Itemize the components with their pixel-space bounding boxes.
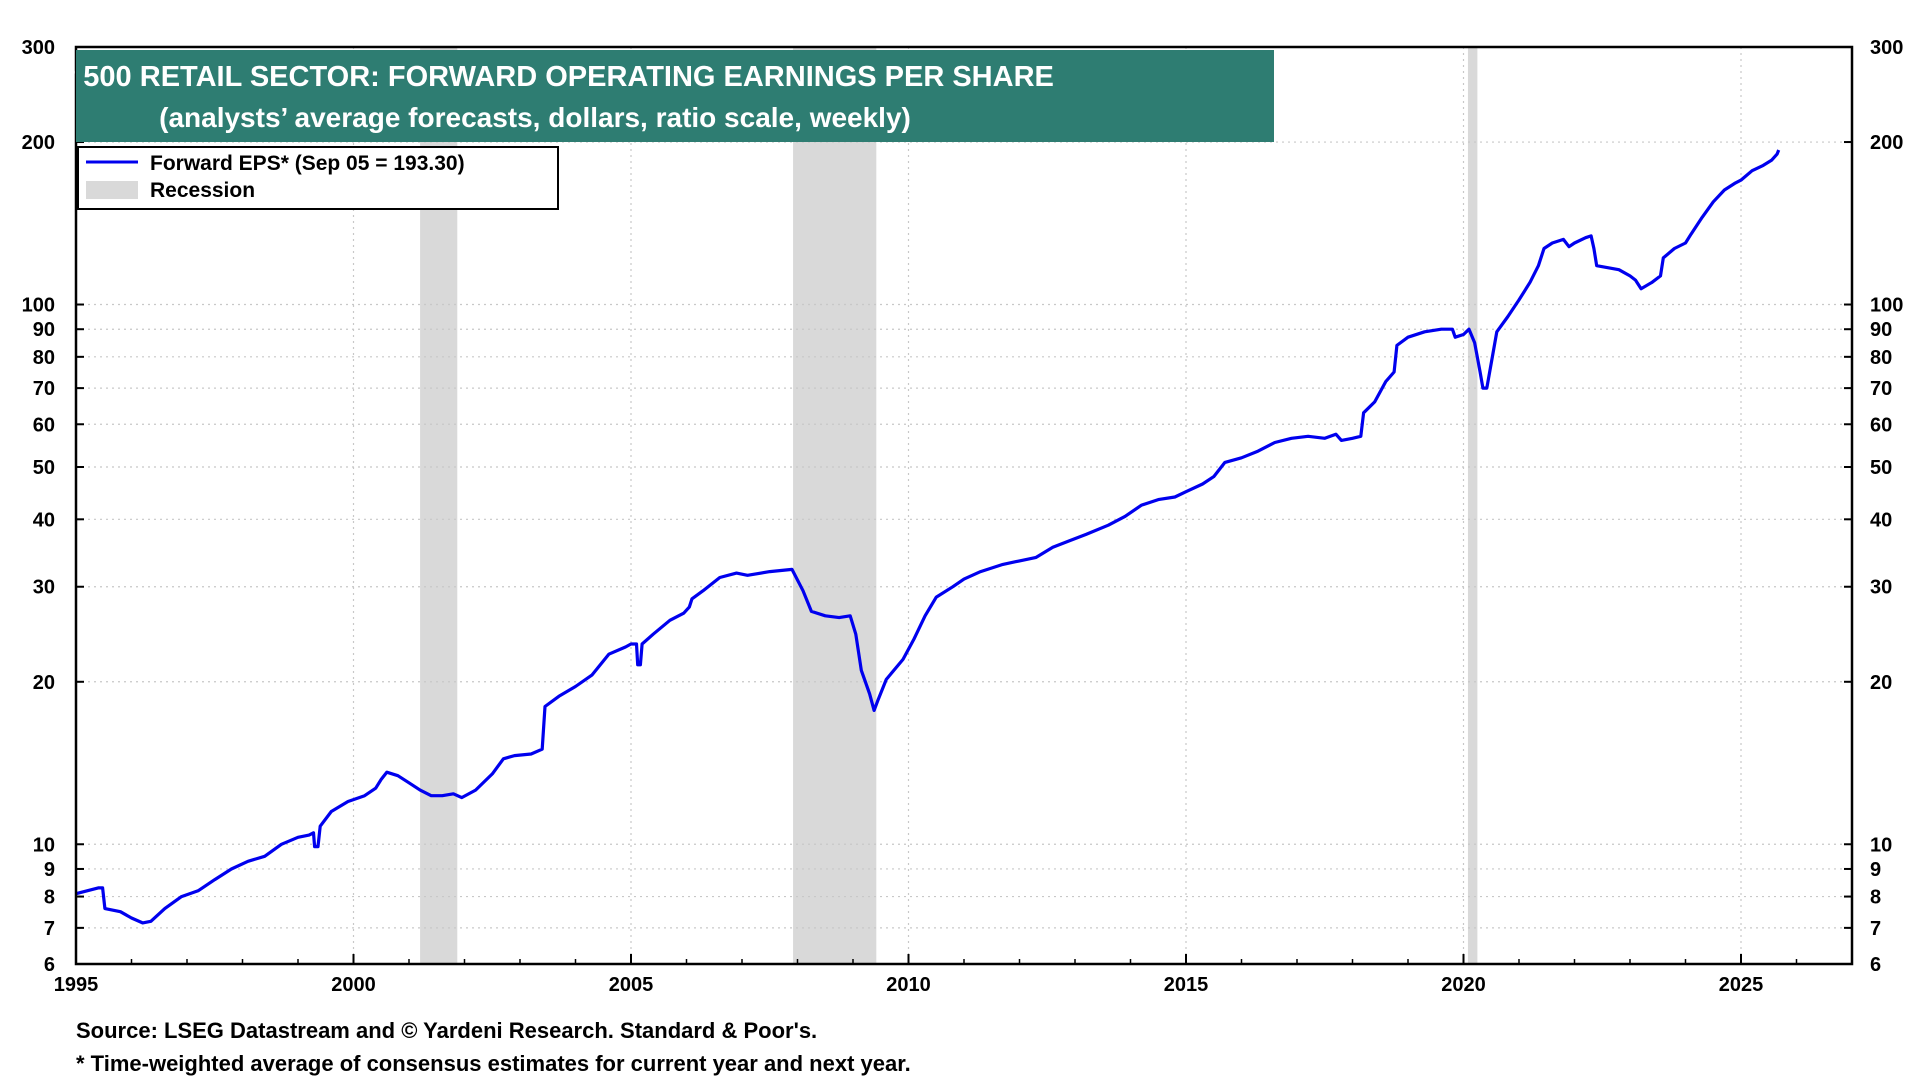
y-tick-label-left: 90 bbox=[33, 319, 55, 341]
y-tick-label-left: 9 bbox=[44, 859, 55, 881]
y-tick-label-left: 40 bbox=[33, 509, 55, 531]
x-tick-label-2010: 2010 bbox=[886, 974, 931, 996]
y-tick-label-right: 80 bbox=[1870, 347, 1892, 369]
x-tick-label-2000: 2000 bbox=[331, 974, 376, 996]
x-tick-label-2025: 2025 bbox=[1719, 974, 1764, 996]
legend: Forward EPS* (Sep 05 = 193.30) Recession bbox=[77, 146, 559, 210]
x-tick-label-2005: 2005 bbox=[609, 974, 654, 996]
y-tick-label-right: 60 bbox=[1870, 414, 1892, 436]
y-tick-label-right: 70 bbox=[1870, 378, 1892, 400]
source-note: Source: LSEG Datastream and © Yardeni Re… bbox=[76, 1018, 818, 1043]
y-tick-label-left: 10 bbox=[33, 834, 55, 856]
y-tick-label-left: 20 bbox=[33, 672, 55, 694]
y-tick-label-right: 10 bbox=[1870, 834, 1892, 856]
y-tick-label-right: 200 bbox=[1870, 132, 1903, 154]
recession-band-3 bbox=[1467, 47, 1478, 964]
y-tick-label-right: 90 bbox=[1870, 319, 1892, 341]
y-tick-label-left: 200 bbox=[22, 132, 55, 154]
y-tick-label-left: 8 bbox=[44, 887, 55, 909]
y-tick-label-right: 6 bbox=[1870, 954, 1881, 976]
y-tick-label-right: 40 bbox=[1870, 509, 1892, 531]
recession-bands bbox=[420, 47, 1478, 964]
y-tick-label-right: 7 bbox=[1870, 918, 1881, 940]
y-tick-label-right: 100 bbox=[1870, 295, 1903, 317]
legend-recession-swatch bbox=[86, 181, 138, 199]
gridlines bbox=[76, 47, 1852, 964]
title-box: S&P 500 RETAIL SECTOR: FORWARD OPERATING… bbox=[16, 50, 1274, 142]
y-tick-label-right: 50 bbox=[1870, 457, 1892, 479]
title-background bbox=[76, 50, 1274, 142]
footnote: * Time-weighted average of consensus est… bbox=[76, 1051, 911, 1076]
series-layer bbox=[75, 149, 1781, 925]
y-tick-label-left: 30 bbox=[33, 577, 55, 599]
y-tick-label-right: 20 bbox=[1870, 672, 1892, 694]
y-tick-label-right: 8 bbox=[1870, 887, 1881, 909]
legend-box bbox=[77, 146, 559, 210]
series-line-forward-eps bbox=[75, 149, 1781, 925]
y-tick-label-left: 300 bbox=[22, 37, 55, 59]
legend-recession-label: Recession bbox=[150, 179, 255, 202]
chart-subtitle: (analysts’ average forecasts, dollars, r… bbox=[159, 102, 911, 133]
x-tick-label-2020: 2020 bbox=[1441, 974, 1486, 996]
y-tick-label-right: 9 bbox=[1870, 859, 1881, 881]
x-tick-label-1995: 1995 bbox=[54, 974, 99, 996]
x-tick-label-2015: 2015 bbox=[1164, 974, 1209, 996]
y-tick-label-left: 100 bbox=[22, 295, 55, 317]
y-tick-label-left: 60 bbox=[33, 414, 55, 436]
chart-title: S&P 500 RETAIL SECTOR: FORWARD OPERATING… bbox=[16, 61, 1054, 93]
y-tick-label-left: 70 bbox=[33, 378, 55, 400]
y-tick-label-left: 50 bbox=[33, 457, 55, 479]
y-tick-label-left: 6 bbox=[44, 954, 55, 976]
y-tick-label-left: 80 bbox=[33, 347, 55, 369]
y-tick-label-right: 30 bbox=[1870, 577, 1892, 599]
recession-band-2 bbox=[793, 47, 877, 964]
y-tick-label-right: 300 bbox=[1870, 37, 1903, 59]
legend-series-label: Forward EPS* (Sep 05 = 193.30) bbox=[150, 152, 465, 175]
y-tick-label-left: 7 bbox=[44, 918, 55, 940]
